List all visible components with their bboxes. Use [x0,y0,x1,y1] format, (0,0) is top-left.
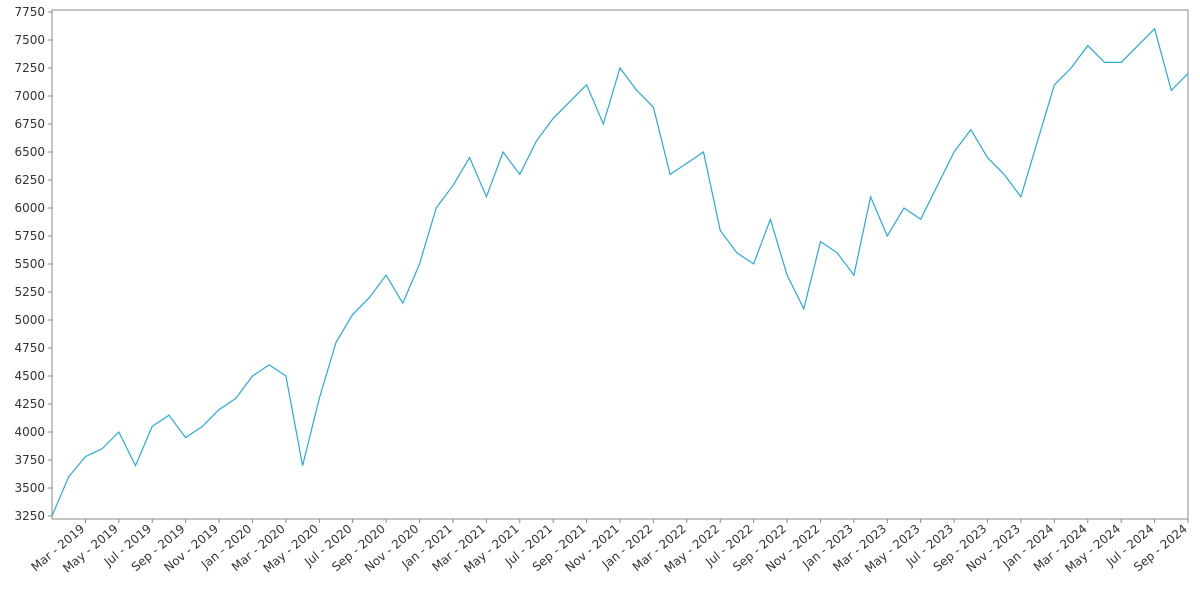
y-tick-label: 3750 [14,453,45,467]
y-tick-label: 6000 [14,201,45,215]
line-series [51,27,1189,517]
y-tick-label: 6250 [14,173,45,187]
y-tick-label: 4250 [14,397,45,411]
plot-frame [51,9,1189,520]
y-tick-label: 6750 [14,117,45,131]
y-tick-label: 4500 [14,369,45,383]
y-tick-label: 4750 [14,341,45,355]
y-tick-label: 7750 [14,5,45,19]
y-tick-label: 3250 [14,509,45,523]
y-tick-label: 5250 [14,285,45,299]
y-tick-label: 5500 [14,257,45,271]
y-tick-label: 5000 [14,313,45,327]
y-tick-label: 6500 [14,145,45,159]
y-tick-label: 5750 [14,229,45,243]
y-tick-label: 3500 [14,481,45,495]
y-tick-label: 7000 [14,89,45,103]
y-tick-label: 7500 [14,33,45,47]
y-tick-label: 4000 [14,425,45,439]
y-tick-label: 7250 [14,61,45,75]
